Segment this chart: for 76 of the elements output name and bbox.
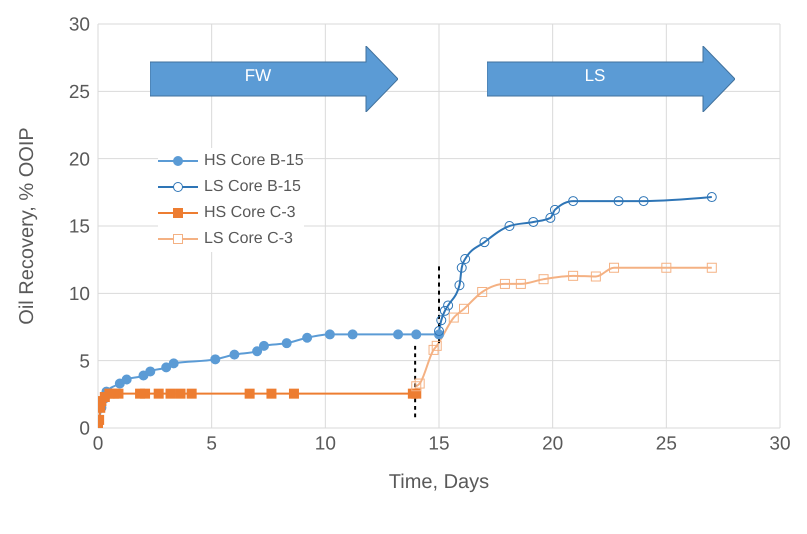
- point: [706, 192, 717, 202]
- point: [145, 366, 156, 376]
- annotation: LS: [584, 66, 606, 86]
- y-tick-label: 25: [68, 82, 90, 104]
- point: [500, 278, 510, 289]
- point: [154, 388, 164, 399]
- x-tick-label: 20: [542, 433, 564, 454]
- point: [638, 196, 649, 206]
- point: [440, 306, 450, 316]
- x-tick-label: 30: [769, 433, 791, 454]
- point: [161, 362, 172, 372]
- point: [479, 237, 490, 248]
- point: [258, 340, 269, 351]
- x-axis-title: Time, Days: [388, 471, 490, 493]
- point: [210, 354, 220, 364]
- point: [436, 315, 446, 326]
- point: [266, 388, 276, 399]
- y-axis-title: Oil Recovery, % OOIP: [16, 127, 38, 325]
- point: [252, 346, 262, 356]
- point: [538, 274, 549, 284]
- point: [456, 262, 467, 273]
- x-tick-label: 25: [656, 433, 677, 454]
- y-tick-label: 30: [68, 14, 90, 36]
- point: [324, 329, 335, 340]
- x-tick-label: 5: [206, 433, 217, 454]
- point: [432, 340, 442, 351]
- point: [590, 272, 601, 282]
- point: [516, 278, 526, 289]
- point: [414, 378, 425, 389]
- point: [568, 270, 578, 281]
- point: [229, 350, 240, 360]
- point: [302, 332, 312, 343]
- point: [609, 262, 620, 273]
- point: [661, 262, 672, 273]
- point: [186, 388, 197, 399]
- point: [460, 254, 470, 264]
- point: [477, 286, 488, 297]
- annotation: FW: [244, 66, 272, 86]
- point: [244, 388, 255, 399]
- point: [288, 388, 299, 399]
- legend-label: LS Core B-15: [204, 178, 301, 196]
- point: [411, 329, 422, 340]
- x-tick-label: 0: [92, 433, 104, 454]
- legend-label: HS Core B-15: [204, 152, 304, 170]
- point: [113, 388, 124, 399]
- point: [168, 358, 179, 368]
- point: [140, 388, 150, 399]
- point: [166, 388, 176, 399]
- point: [614, 196, 624, 206]
- point: [459, 304, 470, 314]
- y-tick-label: 5: [79, 351, 90, 372]
- point: [393, 329, 404, 340]
- point: [348, 329, 358, 340]
- point: [428, 344, 439, 355]
- point: [411, 381, 422, 392]
- point: [434, 326, 444, 336]
- y-tick-label: 20: [68, 149, 90, 170]
- point: [282, 338, 292, 348]
- x-tick-label: 10: [314, 433, 336, 454]
- y-tick-label: 0: [79, 418, 90, 440]
- point: [504, 221, 514, 231]
- legend-label: HS Core C-3: [204, 204, 296, 222]
- point: [122, 374, 132, 385]
- point: [545, 212, 556, 223]
- x-tick-label: 15: [428, 433, 450, 454]
- point: [448, 312, 459, 323]
- point: [176, 388, 186, 399]
- y-tick-label: 10: [68, 284, 90, 306]
- y-tick-label: 15: [68, 216, 90, 238]
- point: [706, 262, 717, 273]
- point: [568, 196, 578, 206]
- legend-label: LS Core C-3: [204, 230, 293, 248]
- point: [454, 280, 464, 290]
- point: [550, 204, 560, 215]
- point: [443, 300, 454, 310]
- point: [528, 216, 538, 227]
